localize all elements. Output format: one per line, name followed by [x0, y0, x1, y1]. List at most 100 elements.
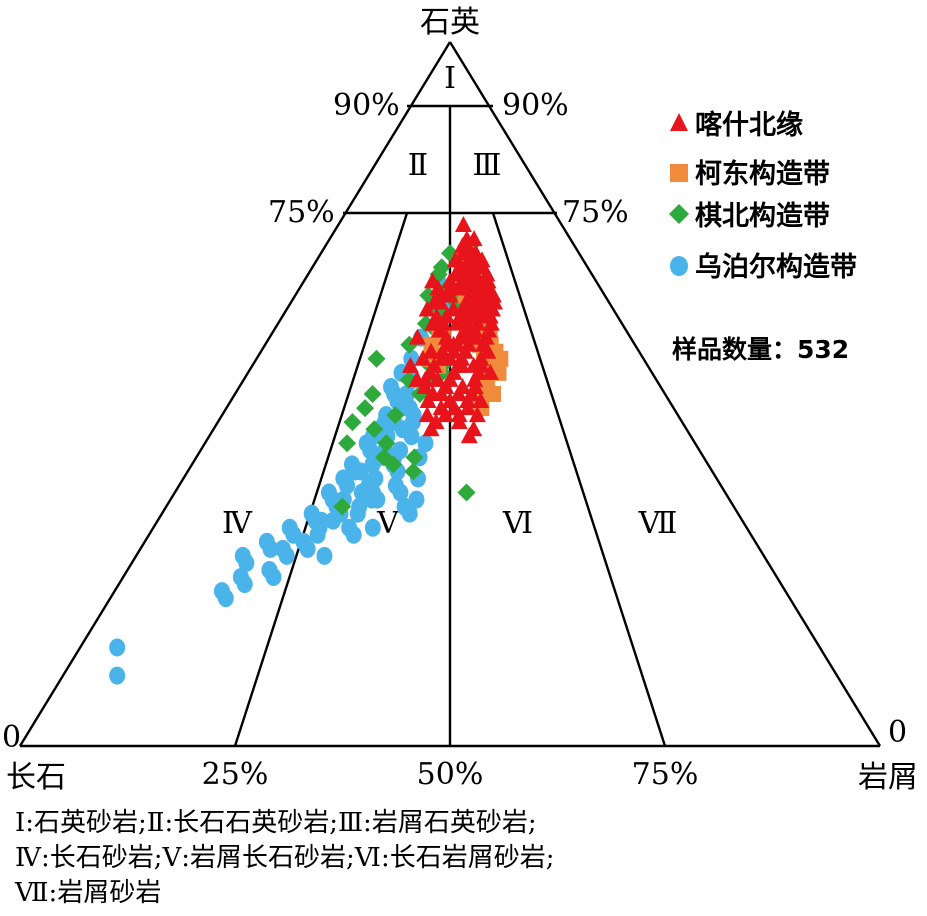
point-diamond-2-28	[333, 497, 352, 516]
point-circle-3-59	[325, 511, 342, 530]
legend-label-wupoer: 乌泊尔构造带	[695, 251, 857, 283]
point-diamond-2-25	[384, 455, 403, 474]
legend-label-kashi: 喀什北缘	[695, 110, 803, 141]
base-tick-25: 25%	[202, 757, 269, 792]
legend-diamond-marker	[669, 204, 689, 224]
point-triangle-0-115	[468, 406, 486, 423]
zero-label-right: 0	[888, 715, 907, 750]
caption-line-2: Ⅳ:长石砂岩;Ⅴ:岩屑长石砂岩;Ⅵ:长石岩屑砂岩;	[15, 843, 555, 873]
apex-label-lithic: 岩屑	[858, 760, 918, 795]
point-triangle-0-92	[450, 413, 468, 430]
point-diamond-2-20	[343, 413, 362, 432]
point-triangle-0-110	[479, 342, 497, 359]
point-triangle-0-113	[465, 356, 483, 373]
point-triangle-0-91	[421, 363, 439, 380]
point-diamond-2-29	[338, 434, 357, 453]
point-triangle-0-93	[472, 392, 490, 409]
point-circle-3-68	[236, 575, 253, 594]
point-triangle-0-105	[446, 251, 464, 268]
point-triangle-0-125	[408, 370, 426, 387]
point-triangle-0-0	[454, 216, 472, 233]
point-triangle-0-126	[408, 328, 426, 345]
field-label-5: Ⅴ	[376, 507, 400, 540]
point-circle-3-77	[364, 518, 381, 537]
point-square-1-35	[485, 386, 501, 402]
caption-line-3: Ⅶ:岩屑砂岩	[15, 878, 162, 908]
point-circle-3-36	[109, 638, 126, 657]
point-diamond-2-12	[367, 349, 386, 368]
legend-item-qibei: 棋北构造带	[669, 201, 830, 232]
point-diamond-2-26	[404, 462, 423, 481]
field-label-7: Ⅶ	[638, 507, 678, 540]
field-label-4: Ⅳ	[222, 507, 253, 540]
point-triangle-0-121	[465, 230, 483, 247]
point-circle-3-49	[399, 385, 415, 403]
point-circle-3-71	[394, 420, 411, 439]
apex-label-quartz: 石英	[420, 5, 480, 40]
point-diamond-2-27	[457, 483, 476, 502]
tick-90-right: 90%	[502, 88, 569, 123]
point-triangle-0-120	[467, 244, 485, 261]
legend-square-marker	[670, 164, 688, 182]
point-triangle-0-99	[422, 342, 440, 359]
point-circle-3-32	[238, 553, 255, 572]
zero-label-left: 0	[2, 720, 21, 755]
point-triangle-0-63	[466, 370, 484, 387]
triangle-right-edge	[448, 41, 882, 747]
point-triangle-0-128	[418, 300, 436, 317]
point-triangle-0-55	[481, 307, 499, 324]
point-circle-3-30	[262, 539, 279, 558]
point-triangle-0-111	[481, 363, 499, 380]
tick-75-right: 75%	[562, 195, 629, 230]
point-triangle-0-124	[441, 349, 459, 366]
legend-item-wupoer: 乌泊尔构造带	[670, 251, 857, 283]
point-circle-3-50	[405, 406, 422, 425]
point-triangle-0-114	[454, 377, 472, 394]
point-diamond-2-21	[365, 420, 384, 439]
field-label-6: Ⅵ	[502, 507, 533, 540]
point-triangle-0-52	[484, 286, 502, 303]
point-triangle-0-127	[401, 356, 419, 373]
point-triangle-0-84	[453, 356, 471, 373]
point-triangle-0-67	[459, 399, 477, 416]
point-diamond-2-22	[377, 434, 396, 453]
point-triangle-0-109	[432, 399, 450, 416]
point-triangle-0-98	[425, 293, 443, 310]
point-circle-3-63	[299, 539, 316, 558]
point-triangle-0-132	[422, 420, 440, 437]
field-label-2: Ⅱ	[408, 149, 428, 182]
base-tick-75: 75%	[632, 757, 699, 792]
point-triangle-0-103	[454, 244, 472, 261]
caption-line-1: Ⅰ:石英砂岩;Ⅱ:长石石英砂岩;Ⅲ:岩屑石英砂岩;	[15, 808, 537, 838]
point-triangle-0-116	[460, 427, 478, 444]
point-triangle-0-82	[445, 399, 463, 416]
point-square-1-33	[492, 350, 509, 367]
point-triangle-0-94	[466, 328, 484, 345]
sample-count: 样品数量：532	[672, 335, 849, 364]
field-label-3: Ⅲ	[473, 149, 502, 182]
point-circle-3-45	[417, 434, 434, 453]
point-circle-3-65	[316, 546, 333, 565]
point-triangle-0-50	[479, 272, 497, 289]
point-circle-3-79	[274, 539, 291, 558]
legend-label-qibei: 棋北构造带	[695, 201, 830, 232]
point-circle-3-42	[408, 490, 425, 509]
point-diamond-2-18	[356, 399, 375, 418]
point-triangle-0-123	[441, 279, 459, 296]
point-circle-3-17	[364, 455, 381, 474]
legend-label-kedong: 柯东构造带	[695, 158, 830, 190]
point-triangle-0-119	[455, 265, 473, 282]
field-label-1: Ⅰ	[444, 62, 456, 95]
point-triangle-0-129	[419, 392, 437, 409]
point-circle-3-21	[339, 476, 356, 495]
base-tick-50: 50%	[417, 757, 484, 792]
point-circle-3-80	[363, 490, 380, 509]
point-circle-3-61	[309, 525, 326, 544]
legend-triangle-marker	[670, 113, 688, 131]
point-circle-3-35	[217, 589, 234, 608]
point-triangle-0-87	[414, 349, 432, 366]
legend-circle-marker	[670, 256, 688, 276]
point-circle-3-81	[349, 504, 366, 523]
point-circle-3-76	[313, 511, 330, 530]
